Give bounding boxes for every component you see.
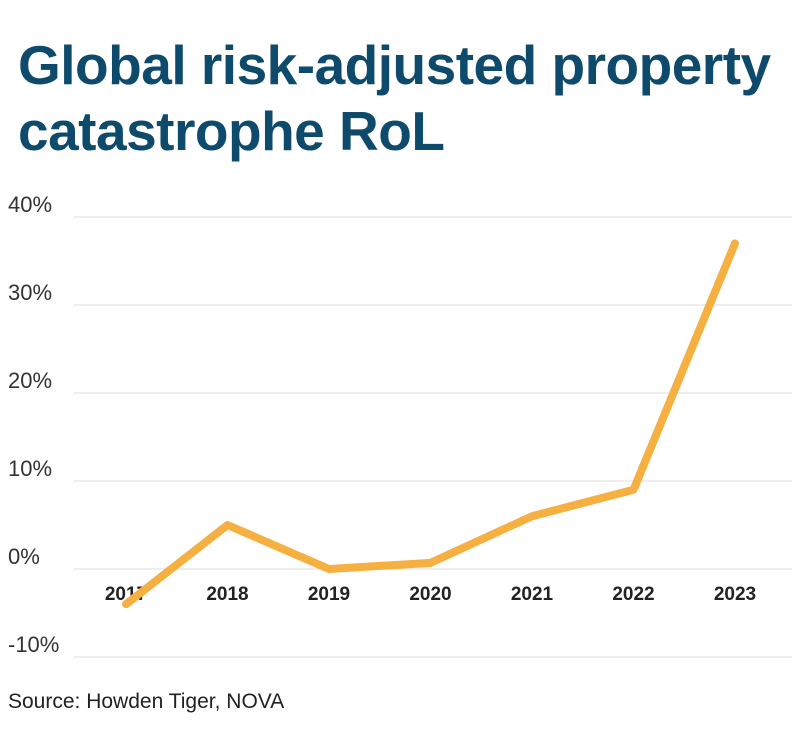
y-tick-label: 20% xyxy=(8,368,52,393)
x-axis-ticks: 2017 2018 2019 2020 2021 2022 2023 xyxy=(105,584,756,605)
x-tick-label: 2023 xyxy=(714,584,756,605)
y-tick-label: 40% xyxy=(8,192,52,217)
y-tick-label: 30% xyxy=(8,280,52,305)
x-tick-label: 2020 xyxy=(409,584,451,605)
x-tick-label: 2021 xyxy=(511,584,554,605)
y-tick-label: 10% xyxy=(8,456,52,481)
y-axis-ticks: -10% 0% 10% 20% 30% 40% xyxy=(8,192,59,657)
source-note: Source: Howden Tiger, NOVA xyxy=(8,690,285,713)
series-line xyxy=(122,239,739,609)
x-tick-label: 2022 xyxy=(612,584,654,605)
x-tick-label: 2019 xyxy=(308,584,350,605)
series-layer xyxy=(122,239,739,609)
chart-title: Global risk-adjusted property catastroph… xyxy=(18,34,771,162)
y-tick-label: 0% xyxy=(8,544,40,569)
x-tick-label: 2018 xyxy=(206,584,248,605)
y-tick-label: -10% xyxy=(8,632,59,657)
